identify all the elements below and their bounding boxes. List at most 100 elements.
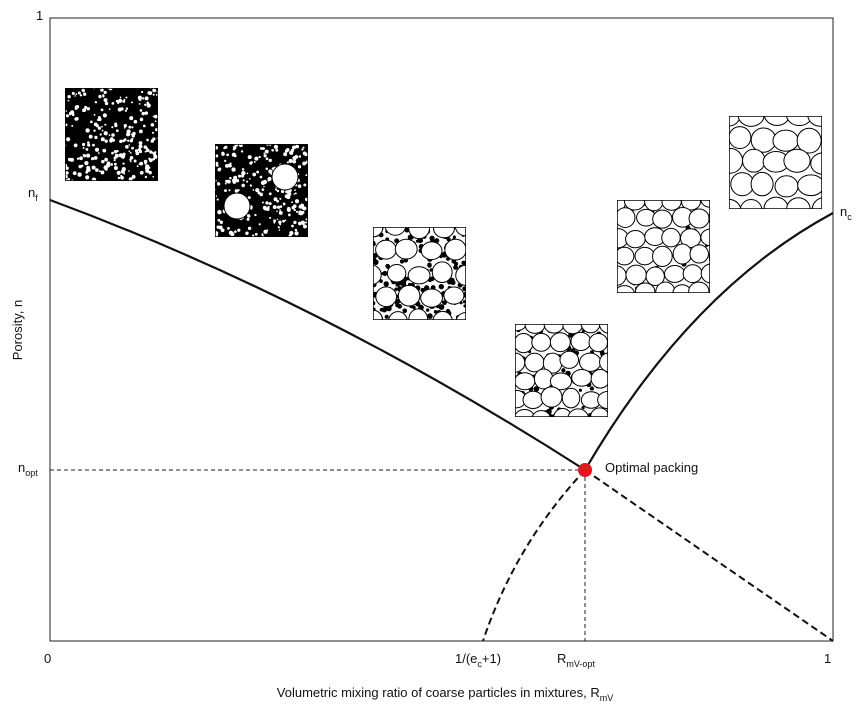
pore (139, 141, 143, 145)
pore (121, 154, 123, 156)
coarse-particle (773, 130, 798, 151)
pore (277, 218, 279, 220)
particle-images (63, 86, 847, 428)
pore (144, 104, 146, 106)
pore (301, 148, 303, 150)
coarse-particle (376, 240, 397, 259)
pore (229, 177, 232, 180)
coarse-particle (467, 239, 489, 258)
label-sub: mV-opt (566, 659, 595, 669)
pore (298, 184, 302, 188)
pore (277, 206, 280, 209)
fine-particle (412, 306, 415, 309)
coarse-particle (571, 332, 591, 350)
pore (283, 202, 286, 205)
pore (247, 173, 249, 175)
x-opt-label: RmV-opt (557, 651, 595, 669)
coarse-particle (224, 193, 250, 219)
pore (301, 221, 305, 225)
pore (245, 232, 248, 235)
pore (74, 117, 77, 120)
pore (73, 171, 77, 175)
coarse-particle (550, 333, 570, 352)
coarse-particle (808, 103, 833, 126)
coarse-particle (822, 129, 846, 150)
label-sub: opt (25, 468, 38, 478)
pore (105, 168, 108, 171)
pore (260, 176, 263, 179)
pore (279, 198, 281, 200)
fine-particle (426, 308, 429, 311)
pore (232, 153, 236, 157)
pore (145, 176, 147, 178)
pore (116, 129, 119, 132)
pore (122, 162, 124, 164)
pore (152, 88, 156, 92)
pore (263, 180, 267, 184)
pore (77, 157, 79, 159)
coarse-particle (389, 312, 408, 331)
pore (272, 167, 274, 169)
pore (246, 181, 248, 183)
pore (100, 88, 104, 92)
pore (132, 134, 135, 137)
pore (105, 139, 108, 142)
pore (261, 233, 263, 235)
pore (94, 114, 96, 116)
pore (287, 208, 291, 212)
coarse-particle (554, 409, 572, 427)
pore (271, 149, 274, 152)
n-f-label: nf (28, 185, 38, 203)
pore (238, 175, 241, 178)
pore (122, 157, 124, 159)
pore (151, 139, 154, 142)
pore (304, 153, 307, 156)
pore (86, 148, 89, 151)
pore (105, 102, 108, 105)
pore (227, 227, 230, 230)
coarse-particle (742, 149, 765, 172)
coarse-particle (683, 265, 702, 283)
pore (128, 151, 130, 153)
pore (224, 189, 227, 192)
pore (255, 233, 258, 236)
pore (82, 143, 85, 146)
pore (225, 164, 229, 168)
pore (72, 113, 75, 116)
fine-particle (402, 309, 407, 314)
coarse-particle (689, 282, 709, 300)
pore (119, 140, 122, 143)
x-origin-label: 0 (44, 651, 51, 666)
pore (146, 139, 149, 142)
fine-particle (383, 281, 388, 286)
pore (239, 143, 243, 147)
coarse-particle (506, 314, 527, 331)
coarse-particle (591, 370, 609, 389)
pore (131, 147, 134, 150)
pore (303, 147, 305, 149)
label-post: +1) (482, 651, 501, 666)
coarse-particle (387, 265, 405, 283)
particle-image (363, 215, 489, 331)
coarse-particle (395, 239, 417, 259)
pore (252, 173, 256, 177)
pore (85, 175, 89, 179)
pore (153, 94, 155, 96)
pore (142, 97, 144, 99)
pore (299, 212, 303, 216)
pore (116, 150, 118, 152)
pore (305, 222, 307, 224)
pore (125, 145, 129, 149)
pore (64, 175, 67, 178)
coarse-particle (673, 244, 692, 264)
pore (233, 180, 237, 184)
coarse-particle (717, 199, 741, 222)
pore (234, 230, 237, 233)
pore (120, 107, 123, 110)
pore (98, 116, 101, 119)
pore (118, 177, 120, 179)
pore (253, 189, 255, 191)
pore (74, 144, 78, 148)
pore (83, 93, 86, 96)
pore (110, 137, 113, 140)
